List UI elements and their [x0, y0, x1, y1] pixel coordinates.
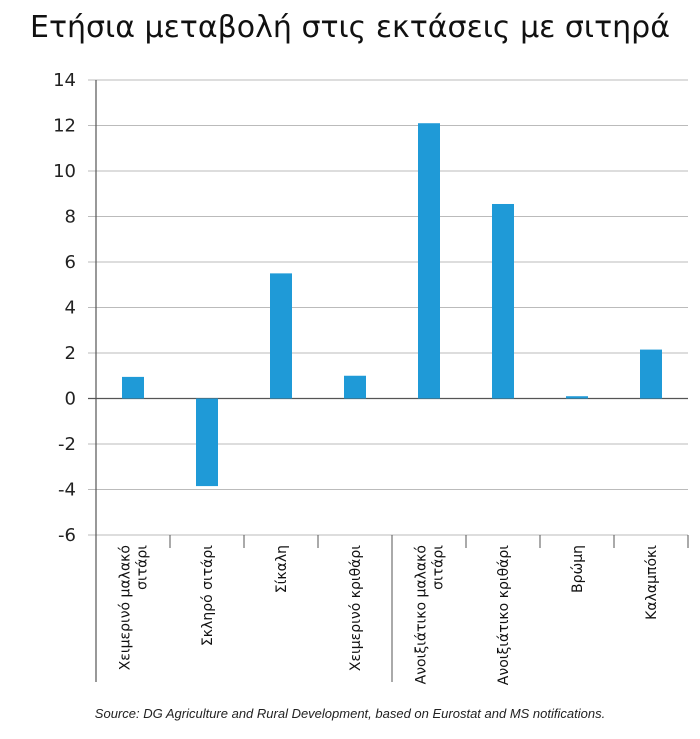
chart-title: Ετήσια μεταβολή στις εκτάσεις με σιτηρά — [30, 10, 670, 45]
x-category-label: Καλαμπόκι — [644, 545, 660, 620]
y-tick-label: 10 — [53, 161, 76, 182]
y-tick-label: -6 — [58, 525, 76, 546]
bar — [196, 398, 218, 487]
bar — [566, 396, 588, 399]
y-tick-label: -2 — [58, 434, 76, 455]
y-tick-label: 6 — [65, 252, 76, 273]
source-note: Source: DG Agriculture and Rural Develop… — [94, 706, 606, 721]
x-category-label: σιτάρι — [431, 545, 447, 590]
x-category-label: σιτάρι — [135, 545, 151, 590]
x-category-label: Ανοιξιάτικο κριθάρι — [496, 545, 512, 685]
bar — [344, 375, 366, 399]
grid-lines — [88, 79, 688, 536]
bar — [418, 123, 440, 399]
y-tick-label: -4 — [58, 480, 76, 501]
y-tick-label: 4 — [65, 298, 76, 319]
y-tick-label: 8 — [65, 207, 76, 228]
x-category-label: Σίκαλη — [274, 545, 290, 593]
category-labels: Χειμερινό μαλακό σιτάρι Σκληρό σιτάρι Σίκαλ… — [118, 545, 661, 685]
y-tick-label: 2 — [65, 343, 76, 364]
bar — [492, 203, 514, 399]
y-tick-label: 0 — [65, 389, 76, 410]
x-category-label: Χειμερινό μαλακό — [118, 545, 134, 670]
y-tick-label: 14 — [53, 70, 76, 91]
x-category-label: Χειμερινό κριθάρι — [348, 545, 364, 671]
bars — [122, 123, 662, 487]
x-category-label: Βρώμη — [570, 545, 586, 593]
axes — [95, 80, 689, 682]
bar — [640, 349, 662, 399]
bar — [122, 376, 144, 399]
x-category-label: Σκληρό σιτάρι — [200, 545, 216, 646]
y-tick-label: 12 — [53, 116, 76, 137]
bar — [270, 273, 292, 399]
y-tick-labels: 14 12 10 8 6 4 2 0 -2 -4 -6 — [53, 70, 76, 546]
x-category-label: Ανοιξιάτικο μαλακό — [414, 545, 430, 684]
